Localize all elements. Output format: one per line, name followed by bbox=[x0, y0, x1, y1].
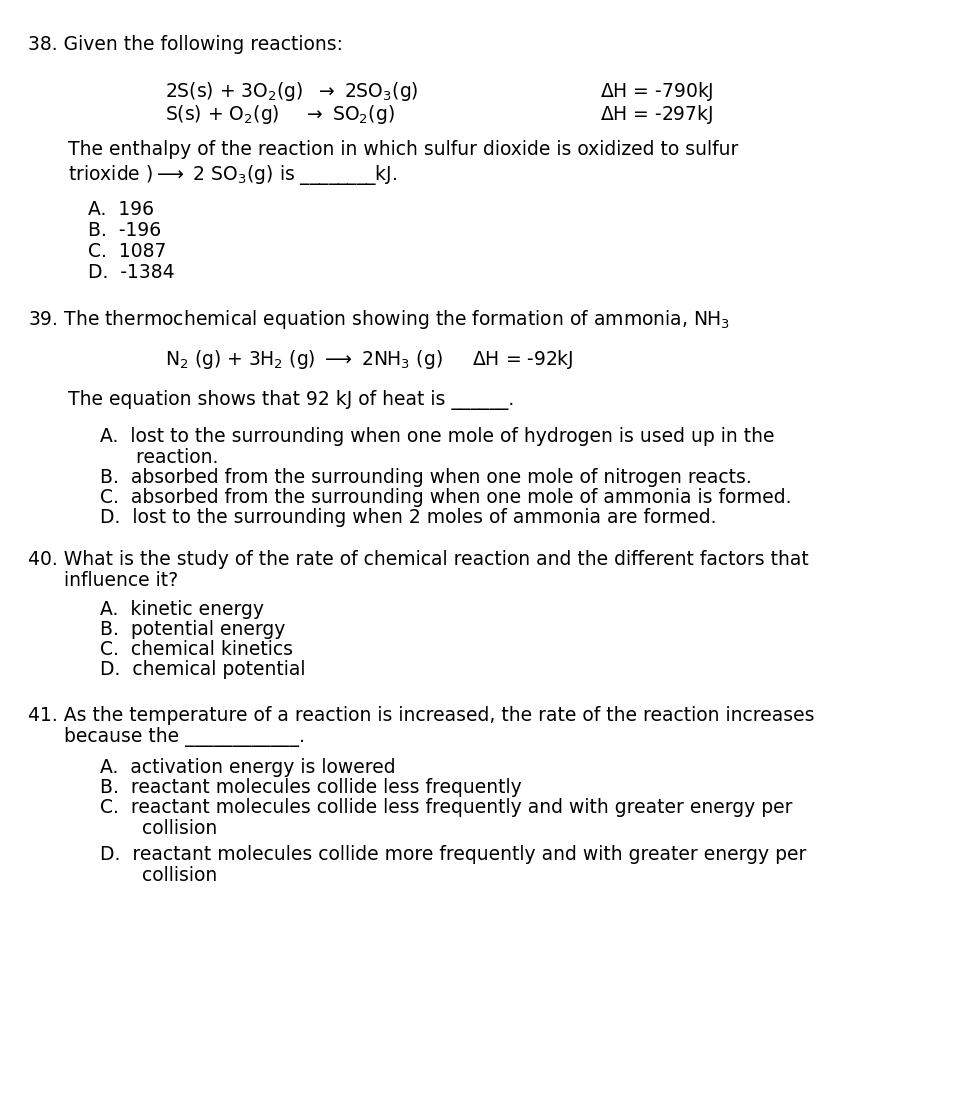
Text: The enthalpy of the reaction in which sulfur dioxide is oxidized to sulfur: The enthalpy of the reaction in which su… bbox=[68, 140, 739, 159]
Text: 38. Given the following reactions:: 38. Given the following reactions: bbox=[28, 35, 343, 54]
Text: A.  kinetic energy: A. kinetic energy bbox=[100, 600, 264, 619]
Text: collision: collision bbox=[100, 820, 217, 838]
Text: influence it?: influence it? bbox=[28, 571, 178, 590]
Text: S(s) + O$_2$(g)    $\rightarrow$ SO$_2$(g): S(s) + O$_2$(g) $\rightarrow$ SO$_2$(g) bbox=[165, 103, 395, 126]
Text: collision: collision bbox=[100, 866, 217, 885]
Text: reaction.: reaction. bbox=[100, 448, 219, 467]
Text: $\Delta$H = -790kJ: $\Delta$H = -790kJ bbox=[600, 81, 713, 103]
Text: because the ____________.: because the ____________. bbox=[28, 727, 305, 747]
Text: C.  chemical kinetics: C. chemical kinetics bbox=[100, 640, 293, 658]
Text: 2S(s) + 3O$_2$(g)  $\rightarrow$ 2SO$_3$(g): 2S(s) + 3O$_2$(g) $\rightarrow$ 2SO$_3$(… bbox=[165, 81, 418, 103]
Text: B.  absorbed from the surrounding when one mole of nitrogen reacts.: B. absorbed from the surrounding when on… bbox=[100, 468, 751, 488]
Text: 40. What is the study of the rate of chemical reaction and the different factors: 40. What is the study of the rate of che… bbox=[28, 550, 809, 569]
Text: C.  1087: C. 1087 bbox=[88, 242, 166, 261]
Text: A.  activation energy is lowered: A. activation energy is lowered bbox=[100, 758, 396, 777]
Text: trioxide )$\longrightarrow$ 2 SO$_3$(g) is ________kJ.: trioxide )$\longrightarrow$ 2 SO$_3$(g) … bbox=[68, 163, 398, 188]
Text: B.  potential energy: B. potential energy bbox=[100, 620, 285, 639]
Text: N$_2$ (g) + 3H$_2$ (g) $\longrightarrow$ 2NH$_3$ (g)     $\Delta$H = -92kJ: N$_2$ (g) + 3H$_2$ (g) $\longrightarrow$… bbox=[165, 349, 573, 371]
Text: 41. As the temperature of a reaction is increased, the rate of the reaction incr: 41. As the temperature of a reaction is … bbox=[28, 706, 815, 725]
Text: $\Delta$H = -297kJ: $\Delta$H = -297kJ bbox=[600, 103, 713, 126]
Text: B.  -196: B. -196 bbox=[88, 221, 161, 240]
Text: The equation shows that 92 kJ of heat is ______.: The equation shows that 92 kJ of heat is… bbox=[68, 390, 514, 410]
Text: C.  absorbed from the surrounding when one mole of ammonia is formed.: C. absorbed from the surrounding when on… bbox=[100, 488, 791, 507]
Text: D.  chemical potential: D. chemical potential bbox=[100, 660, 306, 679]
Text: D.  reactant molecules collide more frequently and with greater energy per: D. reactant molecules collide more frequ… bbox=[100, 845, 806, 864]
Text: D.  lost to the surrounding when 2 moles of ammonia are formed.: D. lost to the surrounding when 2 moles … bbox=[100, 508, 716, 527]
Text: A.  lost to the surrounding when one mole of hydrogen is used up in the: A. lost to the surrounding when one mole… bbox=[100, 427, 775, 446]
Text: C.  reactant molecules collide less frequently and with greater energy per: C. reactant molecules collide less frequ… bbox=[100, 797, 792, 817]
Text: 39. The thermochemical equation showing the formation of ammonia, NH$_3$: 39. The thermochemical equation showing … bbox=[28, 308, 730, 331]
Text: B.  reactant molecules collide less frequently: B. reactant molecules collide less frequ… bbox=[100, 778, 522, 797]
Text: A.  196: A. 196 bbox=[88, 200, 154, 219]
Text: D.  -1384: D. -1384 bbox=[88, 263, 175, 282]
